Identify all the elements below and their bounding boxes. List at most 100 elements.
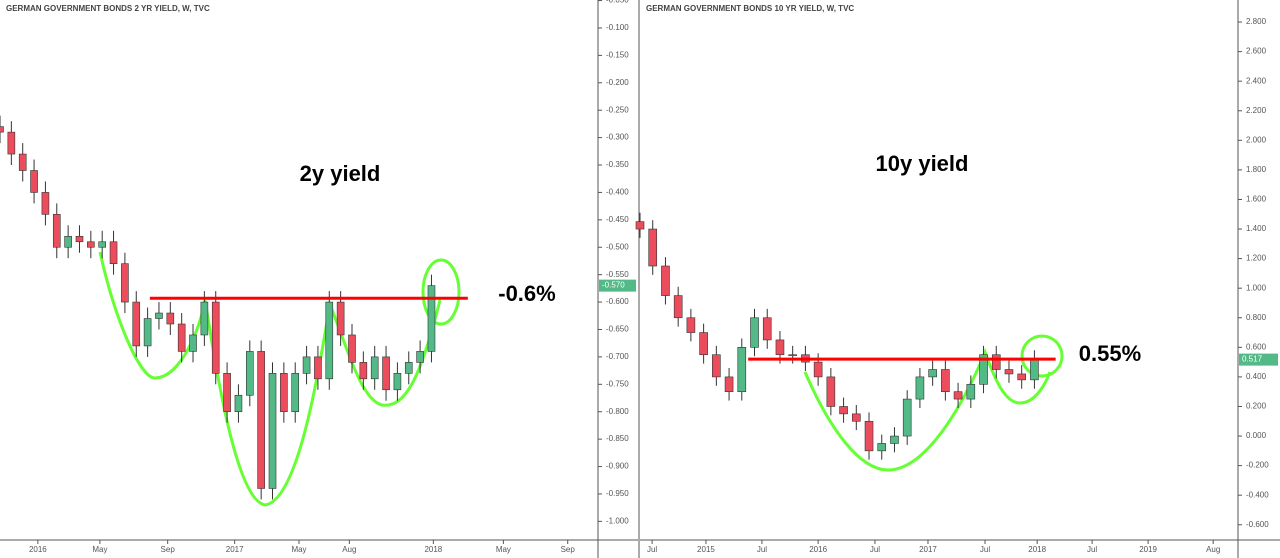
- chart-title: GERMAN GOVERNMENT BONDS 2 YR YIELD, W, T…: [6, 4, 210, 13]
- candle-body: [941, 369, 950, 392]
- candle-body: [143, 318, 152, 347]
- candle-body: [121, 263, 129, 303]
- pattern-drawing: [98, 251, 442, 507]
- y-tick-label: -0.450: [606, 215, 629, 224]
- candle-body: [41, 192, 50, 215]
- candle-body: [699, 332, 708, 356]
- x-tick-label: Jul: [980, 545, 990, 554]
- candle-body: [877, 443, 887, 452]
- y-tick-label: 0.200: [1246, 402, 1267, 411]
- candle-body: [902, 398, 912, 437]
- x-tick-label: Aug: [1206, 545, 1220, 554]
- x-tick-label: 2016: [29, 545, 47, 554]
- y-tick-label: 2.000: [1246, 135, 1267, 144]
- y-tick-label: -0.600: [1246, 520, 1269, 529]
- candle-body: [370, 356, 379, 380]
- y-tick-label: -0.700: [606, 352, 629, 361]
- y-tick-label: -0.550: [606, 270, 629, 279]
- candle-body: [648, 228, 658, 267]
- candle-body: [788, 354, 797, 357]
- candle-body: [18, 153, 27, 171]
- candle-body: [966, 383, 976, 400]
- candle-body: [382, 356, 390, 391]
- candle-body: [712, 354, 721, 378]
- candle-body: [177, 323, 186, 352]
- level-label: 0.55%: [1079, 341, 1141, 366]
- y-tick-label: 0.000: [1246, 431, 1267, 440]
- candle-body: [661, 265, 670, 296]
- candle-body: [109, 241, 118, 264]
- candle-body: [635, 221, 645, 230]
- candle-body: [348, 334, 356, 363]
- candle-body: [724, 376, 734, 392]
- candle-body: [52, 214, 61, 248]
- candle-body: [851, 413, 861, 422]
- candle-body: [98, 241, 106, 248]
- y-tick-label: -0.200: [1246, 461, 1269, 470]
- candle-body: [291, 373, 300, 413]
- candle-body: [7, 131, 16, 155]
- last-price-box: [1239, 353, 1278, 366]
- y-tick-label: -0.650: [606, 325, 629, 334]
- candle-body: [953, 391, 963, 400]
- candle-body: [189, 334, 197, 352]
- y-tick-label: -0.100: [606, 23, 629, 32]
- x-tick-label: May: [496, 545, 511, 554]
- x-tick-label: 2018: [1028, 545, 1046, 554]
- y-tick-label: 1.600: [1246, 195, 1267, 204]
- candle-body: [211, 301, 220, 374]
- x-tick-label: 2019: [1139, 545, 1157, 554]
- x-tick-label: Jul: [870, 545, 880, 554]
- y-tick-label: 1.800: [1246, 165, 1267, 174]
- candle-body: [864, 420, 874, 452]
- candle-body: [64, 235, 72, 248]
- candle-body: [280, 373, 288, 413]
- x-tick-label: Aug: [342, 545, 356, 554]
- x-tick-label: Sep: [161, 545, 176, 554]
- candle-body: [0, 126, 4, 133]
- chart-label: 10y yield: [876, 151, 969, 176]
- y-tick-label: 1.200: [1246, 254, 1267, 263]
- y-tick-label: 1.400: [1246, 224, 1267, 233]
- candle-body: [928, 369, 937, 378]
- y-tick-label: -0.150: [606, 50, 629, 59]
- highlight-circle: [1020, 334, 1064, 378]
- x-tick-label: Jul: [1087, 545, 1097, 554]
- y-tick-label: 2.400: [1246, 76, 1267, 85]
- candle-body: [257, 351, 265, 489]
- candle-body: [416, 351, 424, 363]
- chart-title: GERMAN GOVERNMENT BONDS 10 YR YIELD, W, …: [646, 4, 854, 13]
- y-tick-label: -0.850: [606, 434, 629, 443]
- candle-body: [75, 235, 84, 243]
- y-tick-label: 1.000: [1246, 283, 1267, 292]
- y-tick-label: 0.400: [1246, 372, 1267, 381]
- candle-body: [775, 339, 785, 356]
- y-tick-label: -0.900: [606, 462, 629, 471]
- x-tick-label: Jul: [647, 545, 657, 554]
- candle-body: [393, 373, 402, 391]
- candle-body: [314, 356, 322, 380]
- candle-body: [132, 301, 141, 347]
- candle-body: [302, 356, 311, 374]
- x-tick-label: 2015: [697, 545, 715, 554]
- y-tick-label: -1.000: [606, 516, 629, 525]
- candle-body: [30, 170, 38, 193]
- candle-body: [813, 361, 823, 378]
- y-tick-label: -0.950: [606, 489, 629, 498]
- candle-body: [200, 301, 209, 336]
- last-price-box: [599, 279, 636, 292]
- candle-body: [673, 295, 683, 319]
- y-tick-label: 2.800: [1246, 17, 1267, 26]
- y-tick-label: 2.200: [1246, 106, 1267, 115]
- candle-body: [87, 241, 95, 248]
- candle-body: [155, 312, 163, 319]
- x-tick-label: 2017: [919, 545, 937, 554]
- last-price-label: 0.517: [1242, 355, 1263, 364]
- candle-body: [686, 317, 696, 333]
- candle-body: [427, 285, 436, 352]
- highlight-circle: [421, 258, 461, 326]
- candle-body: [245, 351, 254, 396]
- x-tick-label: 2018: [424, 545, 442, 554]
- candle-body: [359, 362, 368, 380]
